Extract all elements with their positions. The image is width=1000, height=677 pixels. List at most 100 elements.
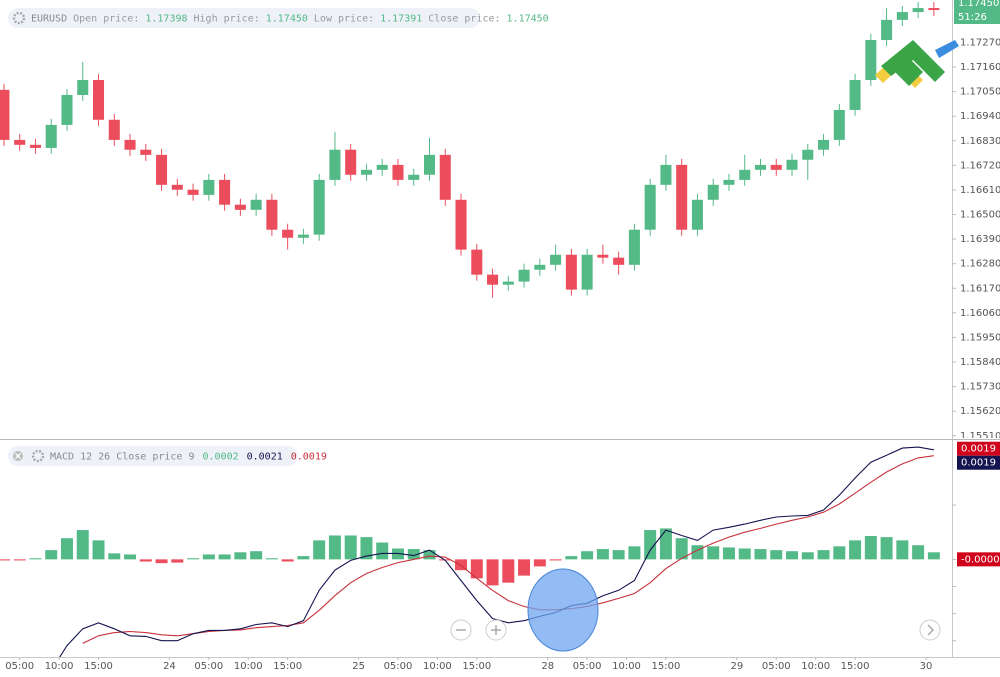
candle-body: [29, 144, 41, 148]
x-tick-label: 10:00: [612, 661, 641, 672]
histogram-bar: [549, 559, 562, 561]
candle-body: [313, 179, 325, 235]
histogram-bar: [644, 530, 657, 560]
histogram-bar: [328, 535, 341, 560]
y-tick-label: 1.15950: [960, 332, 1000, 343]
histogram-bar: [376, 542, 389, 560]
x-tick-label: 05:00: [194, 661, 223, 672]
candle-body: [896, 12, 908, 20]
y-tick-label: 1.17160: [960, 62, 1000, 73]
candle-body: [518, 269, 530, 282]
histogram-bar: [722, 547, 735, 560]
histogram-bar: [0, 559, 10, 561]
histogram-bar: [76, 530, 89, 560]
candle-body: [156, 154, 168, 185]
candle-body: [282, 229, 294, 238]
histogram-bar: [628, 546, 641, 560]
candle-body: [534, 264, 546, 270]
candle-body: [439, 154, 451, 200]
candle-body: [502, 281, 514, 285]
histogram-bar: [691, 545, 704, 560]
y-tick-label: 1.15840: [960, 357, 1000, 368]
histogram-bar: [754, 549, 767, 560]
candle-body: [77, 80, 89, 95]
x-tick-label: 05:00: [384, 661, 413, 672]
x-tick-label: 25: [352, 661, 365, 672]
y-tick-label: 1.16280: [960, 259, 1000, 270]
close-icon-x: [15, 453, 21, 459]
candle-body: [912, 8, 924, 13]
candle-body: [833, 109, 845, 140]
legend-box: [8, 446, 298, 466]
histogram-bar: [92, 540, 105, 560]
settings-icon[interactable]: [31, 449, 45, 463]
x-tick-label: 15:00: [273, 661, 302, 672]
candle-body: [770, 164, 782, 170]
candle-body: [802, 149, 814, 160]
histogram-bar: [313, 540, 326, 560]
scroll-right-button[interactable]: [919, 619, 941, 641]
histogram-bar: [29, 558, 42, 560]
y-tick-label: 1.16060: [960, 308, 1000, 319]
histogram-bar: [187, 558, 200, 560]
histogram-bar: [45, 550, 58, 560]
histogram-bar: [770, 550, 783, 560]
legend-value: 0.0019: [291, 452, 327, 463]
candle-body: [691, 199, 703, 230]
y-tick-label: 1.16610: [960, 185, 1000, 196]
candle-body: [928, 8, 940, 11]
candle-body: [187, 189, 199, 195]
histogram-bar: [250, 551, 263, 560]
candle-body: [676, 164, 688, 230]
y-tick-label: 1.15510: [960, 431, 1000, 442]
candle-body: [108, 119, 120, 140]
x-tick-label: 10:00: [801, 661, 830, 672]
histogram-bar: [707, 546, 720, 560]
x-tick-label: 24: [163, 661, 176, 672]
histogram-bar: [202, 554, 215, 560]
y-tick-label: -0.0015: [960, 636, 999, 647]
histogram-bar: [108, 553, 121, 560]
candle-body: [250, 199, 262, 210]
histogram-bar: [880, 537, 893, 560]
x-tick-label: 15:00: [652, 661, 681, 672]
macd-plot: [0, 446, 940, 657]
histogram-bar: [659, 528, 672, 560]
histogram-bar: [533, 559, 546, 567]
candle-body: [14, 139, 26, 145]
histogram-bar: [139, 559, 152, 562]
histogram-bar: [344, 535, 357, 560]
histogram-bar: [470, 559, 483, 579]
legend-text: 1.17450: [507, 14, 549, 25]
histogram-bar: [581, 551, 594, 560]
histogram-bar: [849, 540, 862, 560]
histogram-bar: [912, 545, 925, 560]
y-tick-label: 1.16830: [960, 136, 1000, 147]
y-tick-label: 1.17270: [960, 37, 1000, 48]
histogram-bar: [155, 559, 168, 564]
candle-body: [471, 249, 483, 275]
x-tick-label: 29: [730, 661, 743, 672]
value-badge: [957, 552, 1000, 567]
candle-body: [392, 164, 404, 180]
candle-body: [565, 254, 577, 290]
candle-body: [45, 124, 57, 148]
y-tick-label: 1.15620: [960, 406, 1000, 417]
y-tick-label: -0.0005: [960, 581, 999, 592]
candle-body: [707, 184, 719, 200]
histogram-bar: [817, 550, 830, 560]
candle-body: [360, 169, 372, 175]
price-badge: [954, 10, 1000, 24]
histogram-bar: [612, 550, 625, 560]
candle-body: [581, 254, 593, 290]
price-badge-label: 1.17450: [958, 0, 999, 9]
histogram-bar: [423, 550, 436, 560]
axes: 1.17270 1.17160 1.17050 1.16940 1.16830 1.167…: [5, 0, 1000, 672]
histogram-bar: [675, 538, 688, 560]
macd-line: [59, 446, 934, 657]
candle-body: [723, 179, 735, 185]
candle-body: [61, 94, 73, 125]
histogram-bar: [486, 559, 499, 586]
settings-icon[interactable]: [12, 11, 26, 25]
